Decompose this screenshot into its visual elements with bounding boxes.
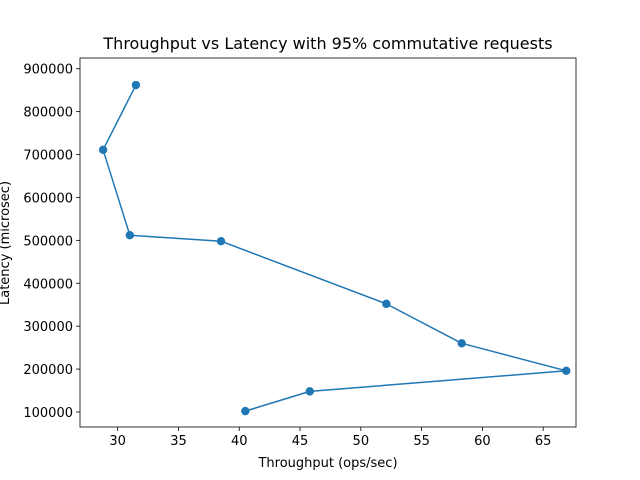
y-tick-label: 300000: [23, 320, 73, 335]
y-tick-label: 200000: [23, 363, 73, 378]
data-point: [457, 339, 466, 348]
data-point: [562, 366, 571, 375]
data-point: [216, 237, 226, 246]
data-point: [305, 387, 314, 396]
y-tick-label: 600000: [23, 191, 73, 206]
y-tick-label: 800000: [23, 106, 73, 121]
y-tick-label: 900000: [23, 63, 73, 78]
x-tick-label: 65: [535, 434, 552, 449]
x-tick-label: 60: [474, 434, 491, 449]
data-point: [98, 145, 108, 155]
y-tick-label: 500000: [23, 234, 73, 249]
y-tick-label: 100000: [23, 406, 73, 421]
y-axis-label: Latency (microsec): [0, 181, 13, 305]
x-tick-label: 50: [353, 434, 370, 449]
data-point: [382, 299, 391, 309]
x-tick-label: 45: [292, 434, 309, 449]
data-point: [131, 80, 141, 90]
x-tick-label: 35: [170, 434, 187, 449]
plot-area: 30 35 40 45 50 55 60 65 100000 200000 300000 400000…: [23, 57, 577, 449]
x-tick-label: 40: [231, 434, 248, 449]
plot-frame: [79, 57, 577, 428]
x-tick-label: 55: [413, 434, 430, 449]
y-tick-label: 700000: [23, 149, 73, 164]
data-point: [241, 406, 250, 416]
x-axis-label: Throughput (ops/sec): [257, 456, 397, 471]
chart-title: Throughput vs Latency with 95% commutati…: [102, 34, 552, 53]
y-tick-label: 400000: [23, 277, 73, 292]
data-point: [125, 231, 135, 240]
plot-background: [80, 58, 576, 427]
x-tick-label: 30: [109, 434, 126, 449]
